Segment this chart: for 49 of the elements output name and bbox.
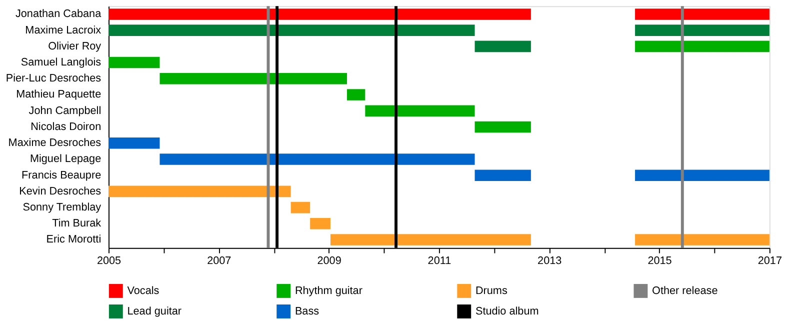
x-tick-label: 2017 xyxy=(758,255,782,268)
bar xyxy=(635,24,770,36)
legend-label: Drums xyxy=(475,284,508,297)
bar xyxy=(108,56,160,68)
legend-label: Other release xyxy=(652,284,718,297)
bar xyxy=(474,121,531,133)
y-tick-label: Nicolas Doiron xyxy=(30,120,102,133)
y-tick-label: Pier-Luc Desroches xyxy=(6,72,102,85)
y-tick-label: Eric Morotti xyxy=(46,234,102,246)
x-tick-label: 2005 xyxy=(96,255,122,268)
y-tick-label: John Campbell xyxy=(28,104,102,117)
legend-label: Rhythm guitar xyxy=(294,284,363,297)
bar xyxy=(474,170,531,181)
bar xyxy=(365,105,475,117)
x-tick-label: 2007 xyxy=(207,255,232,268)
bar xyxy=(108,186,291,198)
legend-label: Lead guitar xyxy=(127,305,182,318)
y-tick-label: Miguel Lepage xyxy=(30,153,102,166)
legend-label: Vocals xyxy=(127,284,160,297)
y-tick-label: Tim Burak xyxy=(52,218,102,230)
y-tick-label: Kevin Desroches xyxy=(19,185,102,198)
x-tick-label: 2013 xyxy=(538,255,562,268)
x-tick-label: 2015 xyxy=(648,255,672,268)
x-tick-label: 2009 xyxy=(317,255,342,268)
bar xyxy=(290,202,310,214)
bar xyxy=(160,154,475,165)
bar xyxy=(346,89,366,100)
y-tick-label: Francis Beaupre xyxy=(22,169,102,182)
y-tick-label: Jonathan Cabana xyxy=(15,8,102,20)
y-tick-label: Sonny Tremblay xyxy=(22,202,102,214)
y-tick-label: Maxime Desroches xyxy=(8,137,102,150)
bar xyxy=(108,137,160,149)
bar xyxy=(310,218,330,230)
x-tick-label: 2011 xyxy=(428,255,452,268)
legend-label: Studio album xyxy=(475,305,539,318)
bar xyxy=(160,73,347,84)
y-tick-label: Maxime Lacroix xyxy=(25,24,102,36)
bar xyxy=(330,234,531,246)
bar xyxy=(635,40,770,52)
bar xyxy=(474,40,531,52)
y-tick-label: Olivier Roy xyxy=(48,40,102,52)
y-tick-label: Samuel Langlois xyxy=(20,56,102,69)
bar xyxy=(108,24,475,36)
bar xyxy=(635,170,770,181)
bar xyxy=(635,8,770,20)
legend-label: Bass xyxy=(294,305,320,318)
bar xyxy=(635,234,770,246)
y-tick-label: Mathieu Paquette xyxy=(16,88,102,101)
bar xyxy=(108,8,531,20)
